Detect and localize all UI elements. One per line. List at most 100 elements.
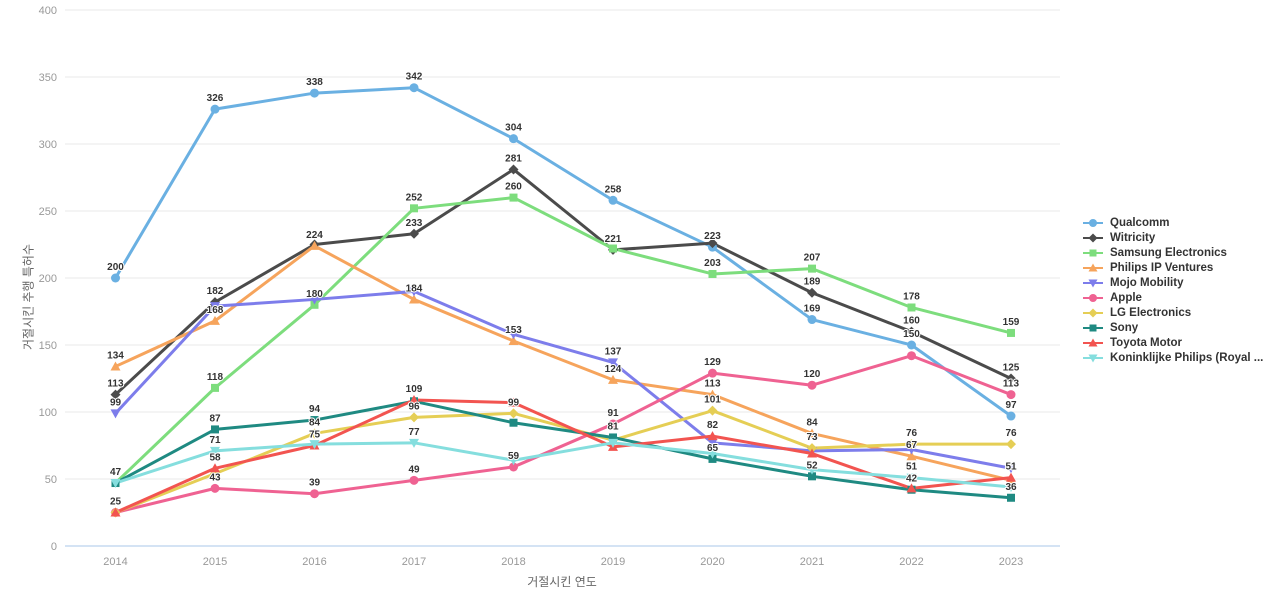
data-label-mojo-mobility-2014: 99 xyxy=(110,397,122,408)
data-point-apple-2018[interactable] xyxy=(509,462,518,472)
data-point-qualcomm-2019[interactable] xyxy=(608,195,618,205)
data-point-samsung-electronics-2022[interactable] xyxy=(907,303,916,312)
data-point-lg-electronics-2020[interactable] xyxy=(707,405,718,416)
data-point-lg-electronics-2023[interactable] xyxy=(1006,439,1016,450)
data-point-apple-2022[interactable] xyxy=(907,351,916,361)
data-point-sony-2021[interactable] xyxy=(808,472,816,481)
data-point-apple-2019[interactable] xyxy=(608,419,618,429)
data-point-apple-2020[interactable] xyxy=(708,368,717,378)
data-point-qualcomm-2023[interactable] xyxy=(1006,411,1016,421)
data-point-philips-ip-ventures-2019[interactable] xyxy=(608,374,618,384)
data-point-koninklijke-philips-royal-2023[interactable] xyxy=(1006,483,1016,493)
legend-item-philips-ip-ventures[interactable]: Philips IP Ventures xyxy=(1082,262,1263,274)
data-point-sony-2020[interactable] xyxy=(708,454,717,463)
data-point-sony-2015[interactable] xyxy=(211,425,219,434)
data-point-witricity-2017[interactable] xyxy=(409,228,419,239)
data-point-samsung-electronics-2016[interactable] xyxy=(310,300,319,309)
data-point-toyota-motor-2020[interactable] xyxy=(707,431,718,441)
data-point-qualcomm-2021[interactable] xyxy=(807,315,817,325)
data-point-apple-2021[interactable] xyxy=(807,380,817,390)
legend-item-qualcomm[interactable]: Qualcomm xyxy=(1082,217,1263,229)
series-line-qualcomm xyxy=(114,86,1013,418)
data-point-philips-ip-ventures-2015[interactable] xyxy=(210,315,220,325)
legend-item-toyota-motor[interactable]: Toyota Motor xyxy=(1082,337,1263,349)
data-point-qualcomm-2022[interactable] xyxy=(907,340,916,350)
data-label-toyota-motor-2016: 75 xyxy=(309,430,321,441)
data-point-koninklijke-philips-royal-2017[interactable] xyxy=(409,438,419,448)
data-point-lg-electronics-2017[interactable] xyxy=(409,412,419,423)
data-point-philips-ip-ventures-2018[interactable] xyxy=(508,335,519,345)
data-point-mojo-mobility-2018[interactable] xyxy=(508,330,519,340)
data-point-lg-electronics-2016[interactable] xyxy=(309,428,320,439)
data-point-mojo-mobility-2020[interactable] xyxy=(707,438,718,448)
legend-item-lg-electronics[interactable]: LG Electronics xyxy=(1082,307,1263,319)
legend-item-sony[interactable]: Sony xyxy=(1082,322,1263,334)
data-point-witricity-2022[interactable] xyxy=(906,326,917,337)
data-point-koninklijke-philips-royal-2016[interactable] xyxy=(309,440,320,450)
data-point-witricity-2023[interactable] xyxy=(1006,373,1016,384)
data-point-mojo-mobility-2017[interactable] xyxy=(409,287,419,297)
y-tick-label: 200 xyxy=(39,273,57,285)
data-point-lg-electronics-2021[interactable] xyxy=(807,443,817,454)
data-point-qualcomm-2014[interactable] xyxy=(111,273,120,283)
data-point-toyota-motor-2014[interactable] xyxy=(110,507,121,517)
legend-item-apple[interactable]: Apple xyxy=(1082,292,1263,304)
data-point-koninklijke-philips-royal-2019[interactable] xyxy=(608,438,618,448)
legend-item-samsung-electronics[interactable]: Samsung Electronics xyxy=(1082,247,1263,259)
data-point-sony-2018[interactable] xyxy=(509,418,518,427)
data-point-mojo-mobility-2016[interactable] xyxy=(309,295,320,305)
data-point-witricity-2014[interactable] xyxy=(110,389,121,400)
data-label-philips-ip-ventures-2015: 168 xyxy=(207,305,224,316)
data-point-witricity-2018[interactable] xyxy=(508,164,519,175)
data-point-toyota-motor-2022[interactable] xyxy=(906,483,917,493)
data-point-mojo-mobility-2019[interactable] xyxy=(608,358,618,368)
data-point-sony-2023[interactable] xyxy=(1007,493,1015,502)
legend-item-witricity[interactable]: Witricity xyxy=(1082,232,1263,244)
data-point-samsung-electronics-2018[interactable] xyxy=(509,193,518,202)
data-point-lg-electronics-2018[interactable] xyxy=(508,408,519,419)
data-point-witricity-2021[interactable] xyxy=(807,287,817,298)
data-point-philips-ip-ventures-2021[interactable] xyxy=(807,428,817,438)
data-point-sony-2016[interactable] xyxy=(310,416,319,425)
data-point-qualcomm-2017[interactable] xyxy=(409,83,419,93)
data-point-koninklijke-philips-royal-2021[interactable] xyxy=(807,465,817,475)
data-point-apple-2016[interactable] xyxy=(310,489,319,499)
data-point-samsung-electronics-2023[interactable] xyxy=(1007,328,1015,337)
data-point-koninklijke-philips-royal-2020[interactable] xyxy=(707,449,718,459)
data-point-toyota-motor-2017[interactable] xyxy=(409,394,419,404)
data-point-koninklijke-philips-royal-2014[interactable] xyxy=(110,479,121,489)
data-point-toyota-motor-2018[interactable] xyxy=(508,397,519,407)
legend-item-mojo-mobility[interactable]: Mojo Mobility xyxy=(1082,277,1263,289)
data-point-toyota-motor-2015[interactable] xyxy=(210,463,220,473)
data-point-koninklijke-philips-royal-2022[interactable] xyxy=(906,473,917,483)
data-point-philips-ip-ventures-2017[interactable] xyxy=(409,294,419,304)
data-point-philips-ip-ventures-2016[interactable] xyxy=(309,240,320,250)
data-point-apple-2023[interactable] xyxy=(1006,390,1016,400)
data-point-koninklijke-philips-royal-2015[interactable] xyxy=(210,446,220,456)
data-point-philips-ip-ventures-2014[interactable] xyxy=(110,361,121,371)
data-point-apple-2017[interactable] xyxy=(409,475,419,485)
data-point-samsung-electronics-2017[interactable] xyxy=(410,204,418,213)
data-point-koninklijke-philips-royal-2018[interactable] xyxy=(508,456,519,466)
data-point-samsung-electronics-2021[interactable] xyxy=(808,264,816,273)
data-point-mojo-mobility-2015[interactable] xyxy=(210,302,220,312)
data-point-qualcomm-2016[interactable] xyxy=(310,88,319,98)
data-point-samsung-electronics-2020[interactable] xyxy=(708,269,717,278)
data-point-lg-electronics-2022[interactable] xyxy=(906,439,917,450)
legend-item-koninklijke-philips-royal[interactable]: Koninklijke Philips (Royal ... xyxy=(1082,352,1263,364)
data-point-samsung-electronics-2019[interactable] xyxy=(609,244,617,253)
data-point-qualcomm-2015[interactable] xyxy=(210,104,220,114)
data-point-mojo-mobility-2022[interactable] xyxy=(906,445,917,455)
data-point-toyota-motor-2023[interactable] xyxy=(1006,472,1016,482)
data-point-sony-2019[interactable] xyxy=(609,433,617,442)
data-point-philips-ip-ventures-2020[interactable] xyxy=(707,389,718,399)
y-tick-label: 300 xyxy=(39,139,57,151)
data-point-witricity-2020[interactable] xyxy=(707,238,718,249)
data-point-mojo-mobility-2023[interactable] xyxy=(1006,464,1016,474)
data-point-philips-ip-ventures-2022[interactable] xyxy=(906,451,917,461)
data-point-qualcomm-2018[interactable] xyxy=(509,134,518,144)
data-point-toyota-motor-2021[interactable] xyxy=(807,448,817,458)
data-point-samsung-electronics-2015[interactable] xyxy=(211,383,219,392)
data-point-mojo-mobility-2014[interactable] xyxy=(110,409,121,419)
data-point-apple-2015[interactable] xyxy=(210,483,220,493)
